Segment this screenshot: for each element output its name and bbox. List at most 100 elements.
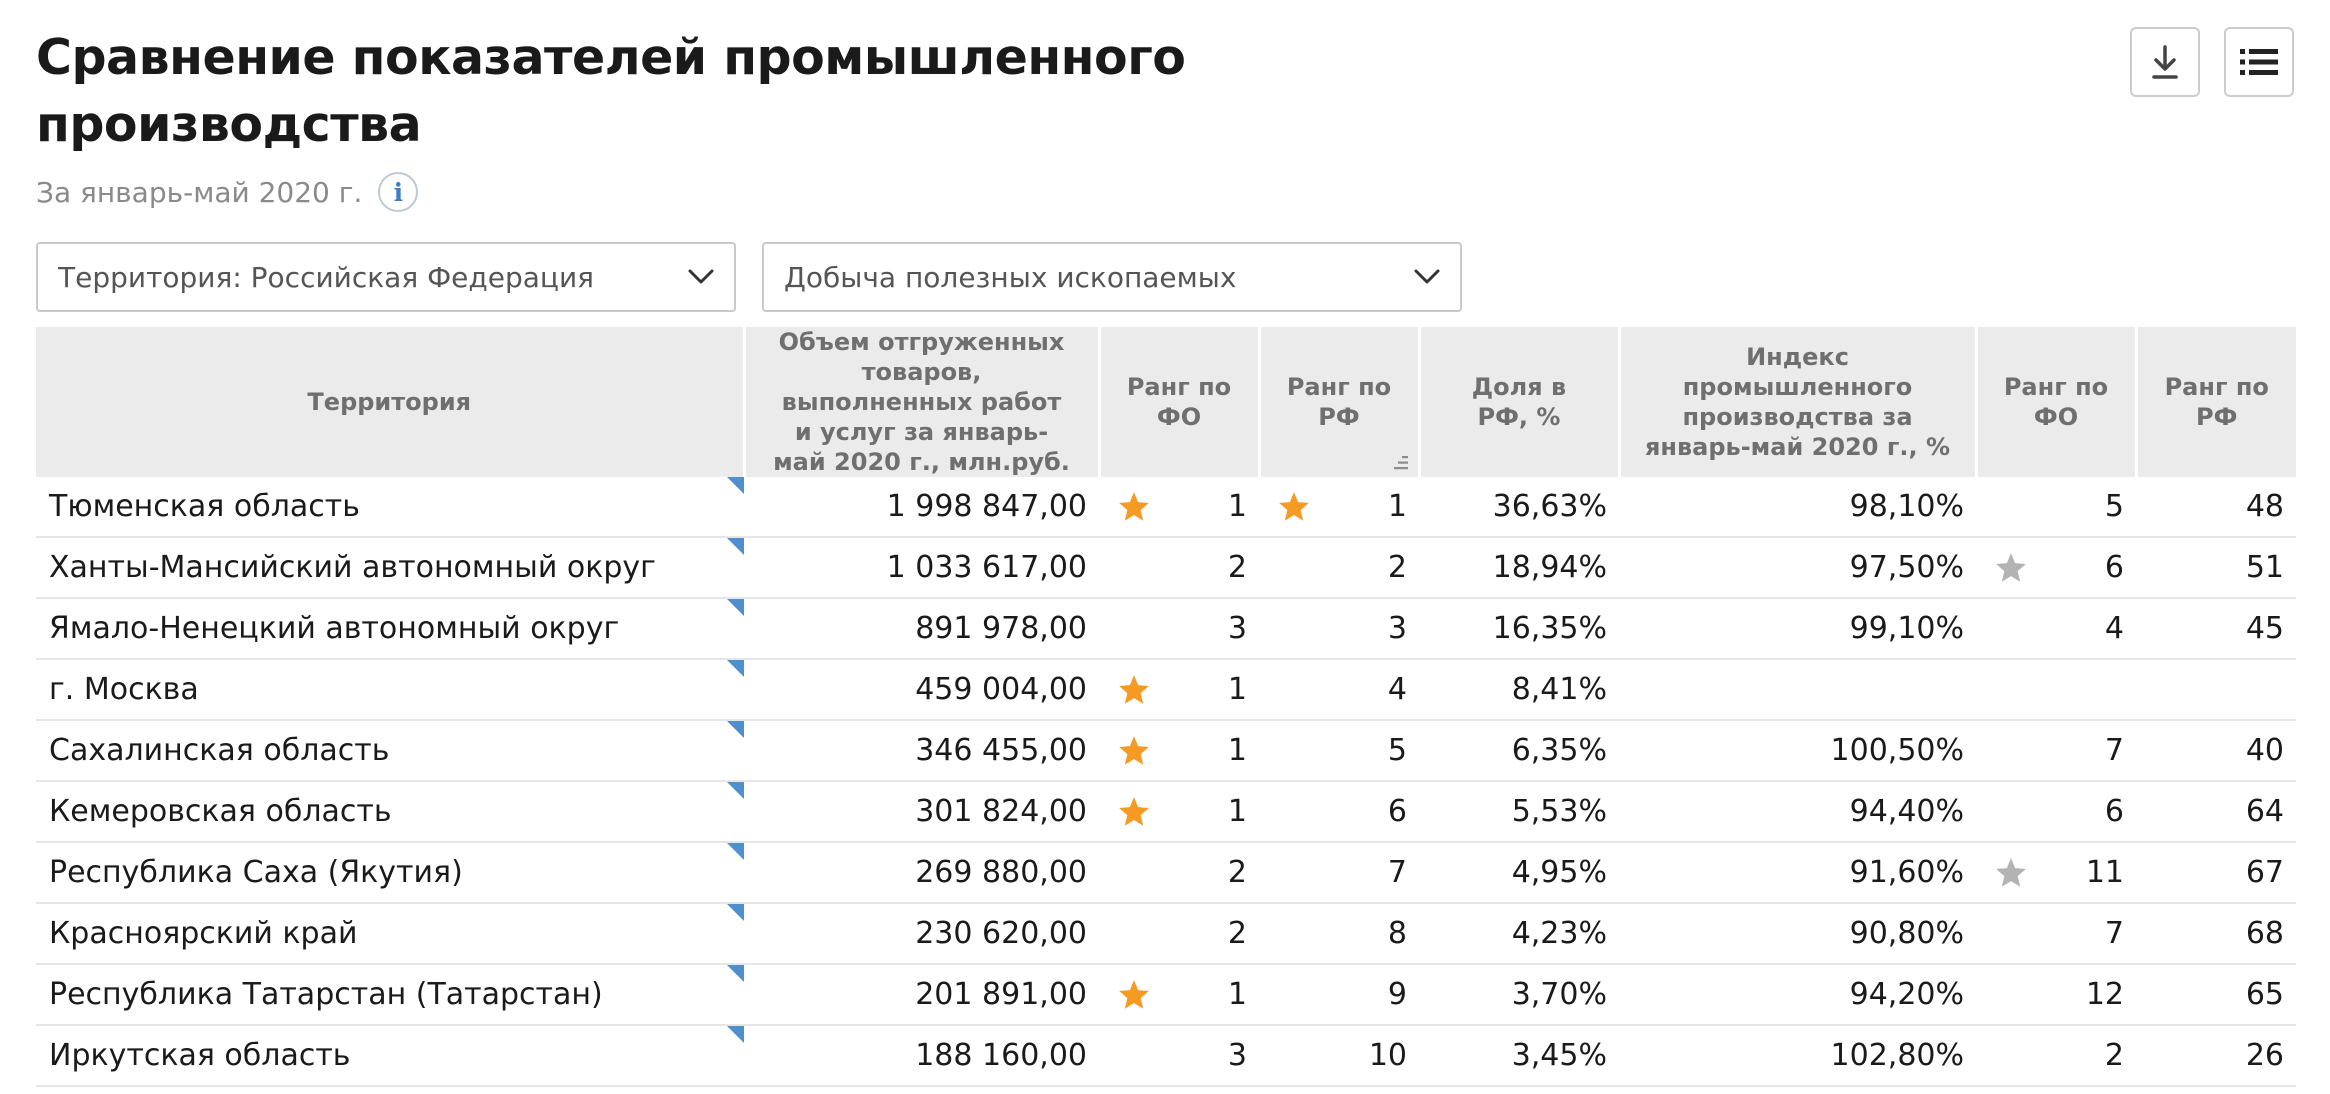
chevron-down-icon — [688, 269, 714, 284]
table-row[interactable]: Республика Татарстан (Татарстан) 201 891,… — [36, 964, 2296, 1026]
rf-rank-cell: 9 — [1259, 964, 1419, 1026]
corner-marker-icon[interactable] — [727, 660, 744, 677]
index-fo-rank-cell: 11 — [1976, 842, 2136, 904]
territory-cell[interactable]: Кемеровская область — [36, 781, 744, 843]
volume-cell: 201 891,00 — [744, 964, 1099, 1026]
territory-cell[interactable]: Тюменская область — [36, 477, 744, 538]
column-header-label: Ранг по ФО — [1126, 373, 1232, 431]
fo-rank-cell: 1 — [1099, 964, 1259, 1026]
territory-cell[interactable]: г. Москва — [36, 659, 744, 721]
territory-name: Республика Татарстан (Татарстан) — [49, 977, 603, 1012]
index-cell: 102,80% — [1619, 1025, 1976, 1087]
table-row[interactable]: Ханты-Мансийский автономный округ 1 033 6… — [36, 537, 2296, 599]
table-row[interactable]: Красноярский край 230 620,00 2 8 4,23% 90,80%… — [36, 903, 2296, 965]
index-fo-rank-cell: 7 — [1976, 903, 2136, 965]
corner-marker-icon[interactable] — [727, 599, 744, 616]
table-row[interactable]: Республика Саха (Якутия) 269 880,00 2 7 4,95… — [36, 842, 2296, 904]
rank-value: 9 — [1387, 977, 1407, 1012]
territory-select[interactable]: Территория: Российская Федерация — [36, 242, 736, 312]
column-header-rf-rank[interactable]: Ранг по РФ — [1259, 327, 1421, 477]
table-row[interactable]: Иркутская область 188 160,00 3 10 3,45% 102,8… — [36, 1025, 2296, 1087]
territory-cell[interactable]: Республика Саха (Якутия) — [36, 842, 744, 904]
rank-value: 12 — [2085, 977, 2124, 1012]
index-fo-rank-cell: 5 — [1976, 477, 2136, 538]
index-rf-rank-cell: 26 — [2136, 1025, 2296, 1087]
rank-value: 2 — [2104, 1038, 2124, 1073]
volume-cell: 230 620,00 — [744, 903, 1099, 965]
corner-marker-icon[interactable] — [727, 782, 744, 799]
column-header-index-rf-rank[interactable]: Ранг по РФ — [2136, 327, 2296, 477]
rank-value: 3 — [1227, 611, 1247, 646]
share-cell: 6,35% — [1419, 720, 1619, 782]
index-fo-rank-cell: 12 — [1976, 964, 2136, 1026]
column-header-index[interactable]: Индекс промышленного производства за янв… — [1619, 327, 1978, 477]
column-header-share[interactable]: Доля в РФ, % — [1419, 327, 1621, 477]
info-icon[interactable]: i — [378, 172, 419, 212]
page-title: Сравнение показателей промышленного прои… — [36, 29, 1186, 153]
rank-value: 1 — [1227, 489, 1247, 524]
column-header-volume[interactable]: Объем отгруженных товаров, выполненных р… — [744, 327, 1101, 477]
rank-value: 6 — [1387, 794, 1407, 829]
rank-value: 11 — [2085, 855, 2124, 890]
column-header-fo-rank[interactable]: Ранг по ФО — [1099, 327, 1261, 477]
fo-rank-cell: 2 — [1099, 903, 1259, 965]
column-header-index-fo-rank[interactable]: Ранг по ФО — [1976, 327, 2138, 477]
territory-cell[interactable]: Красноярский край — [36, 903, 744, 965]
share-cell: 18,94% — [1419, 537, 1619, 599]
list-icon — [2240, 49, 2278, 75]
territory-name: Сахалинская область — [49, 733, 390, 768]
rank-value: 4 — [2104, 611, 2124, 646]
index-cell: 99,10% — [1619, 598, 1976, 660]
list-view-button[interactable] — [2224, 27, 2294, 97]
corner-marker-icon[interactable] — [727, 904, 744, 921]
territory-cell[interactable]: Иркутская область — [36, 1025, 744, 1087]
sort-icon[interactable] — [1392, 455, 1410, 471]
index-fo-rank-cell: 6 — [1976, 537, 2136, 599]
index-rf-rank-cell: 51 — [2136, 537, 2296, 599]
gold-star-icon — [1119, 979, 1149, 1009]
table-row[interactable]: г. Москва 459 004,00 1 4 8,41% — [36, 659, 2296, 721]
column-header-label: Территория — [307, 388, 472, 416]
table-row[interactable]: Кемеровская область 301 824,00 1 6 5,53% 94,4… — [36, 781, 2296, 843]
territory-cell[interactable]: Сахалинская область — [36, 720, 744, 782]
indicator-select[interactable]: Добыча полезных ископаемых — [762, 242, 1462, 312]
territory-select-value: Территория: Российская Федерация — [58, 260, 595, 294]
volume-cell: 188 160,00 — [744, 1025, 1099, 1087]
territory-cell[interactable]: Республика Татарстан (Татарстан) — [36, 964, 744, 1026]
rank-value: 4 — [1387, 672, 1407, 707]
fo-rank-cell: 2 — [1099, 537, 1259, 599]
corner-marker-icon[interactable] — [727, 843, 744, 860]
table-row[interactable]: Ямало-Ненецкий автономный округ 891 978,0… — [36, 598, 2296, 660]
download-button[interactable] — [2130, 27, 2200, 97]
fo-rank-cell: 1 — [1099, 477, 1259, 538]
column-header-label: Ранг по РФ — [1286, 373, 1392, 431]
fo-rank-cell: 1 — [1099, 781, 1259, 843]
rank-value: 1 — [1227, 672, 1247, 707]
share-cell: 4,95% — [1419, 842, 1619, 904]
territory-cell[interactable]: Ямало-Ненецкий автономный округ — [36, 598, 744, 660]
corner-marker-icon[interactable] — [727, 477, 744, 494]
territory-name: Ямало-Ненецкий автономный округ — [49, 611, 620, 646]
rf-rank-cell: 2 — [1259, 537, 1419, 599]
territory-cell[interactable]: Ханты-Мансийский автономный округ — [36, 537, 744, 599]
rf-rank-cell: 6 — [1259, 781, 1419, 843]
table-row[interactable]: Сахалинская область 346 455,00 1 5 6,35% 100,… — [36, 720, 2296, 782]
index-cell: 94,20% — [1619, 964, 1976, 1026]
column-header-label: Ранг по РФ — [2164, 373, 2269, 431]
corner-marker-icon[interactable] — [727, 538, 744, 555]
table-row[interactable]: Тюменская область 1 998 847,00 1 1 36,63% 98,… — [36, 477, 2296, 538]
corner-marker-icon[interactable] — [727, 1026, 744, 1043]
column-header-label: Доля в РФ, % — [1471, 373, 1567, 431]
corner-marker-icon[interactable] — [727, 965, 744, 982]
fo-rank-cell: 2 — [1099, 842, 1259, 904]
rf-rank-cell: 7 — [1259, 842, 1419, 904]
corner-marker-icon[interactable] — [727, 721, 744, 738]
index-cell: 100,50% — [1619, 720, 1976, 782]
table-header-row: Территория Объем отгруженных товаров, вы… — [36, 327, 2296, 477]
index-fo-rank-cell: 7 — [1976, 720, 2136, 782]
rf-rank-cell: 5 — [1259, 720, 1419, 782]
index-cell: 98,10% — [1619, 477, 1976, 538]
indicator-select-value: Добыча полезных ископаемых — [784, 260, 1237, 294]
territory-name: Иркутская область — [49, 1038, 351, 1073]
column-header-territory[interactable]: Территория — [36, 327, 746, 477]
